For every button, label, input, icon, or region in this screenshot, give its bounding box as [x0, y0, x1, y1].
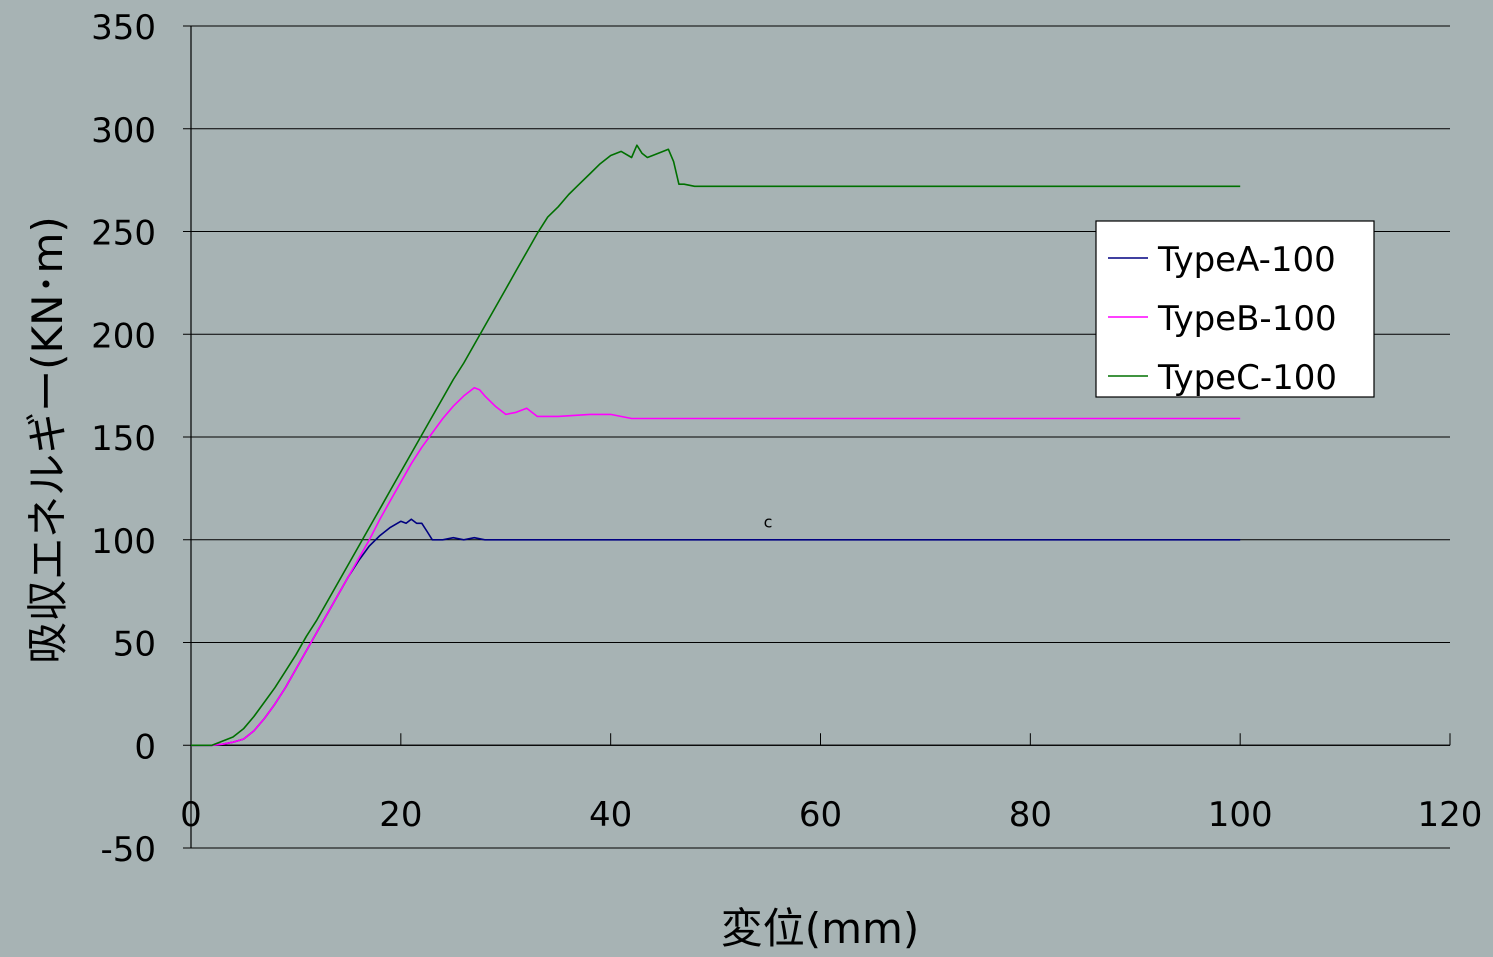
x-tick-label: 0: [180, 795, 202, 835]
y-axis-title: 吸収エネルギー(KN･m): [23, 216, 72, 664]
y-tick-label: 50: [113, 625, 156, 665]
y-tick-label: 350: [91, 8, 156, 48]
y-tick-label: 150: [91, 419, 156, 459]
x-tick-label: 40: [589, 795, 632, 835]
annotations: c: [764, 512, 773, 531]
series-lines: [191, 144, 1241, 747]
axes: -50 0 50 100 150 200 250 300 350 0 20 40 60 80 100 120: [91, 8, 1482, 870]
legend-label: TypeB-100: [1157, 299, 1337, 339]
y-tick-label: 0: [134, 727, 156, 767]
y-tick-label: 250: [91, 214, 156, 254]
x-axis-title: 変位(mm): [721, 904, 920, 953]
y-tick-label: 200: [91, 316, 156, 356]
y-tick-label: 300: [91, 111, 156, 151]
x-tick-label: 80: [1009, 795, 1052, 835]
chart-annotation: c: [764, 512, 773, 531]
x-tick-label: 100: [1208, 795, 1273, 835]
x-tick-label: 60: [799, 795, 842, 835]
legend-box: [1095, 220, 1375, 398]
series-line-typec-100: [191, 144, 1241, 747]
y-tick-label: -50: [100, 830, 156, 870]
legend: TypeA-100 TypeB-100 TypeC-100: [1095, 220, 1375, 398]
y-tick-label: 100: [91, 522, 156, 562]
legend-label: TypeA-100: [1157, 240, 1336, 280]
legend-label: TypeC-100: [1157, 358, 1337, 398]
series-line-typeb-100: [191, 386, 1241, 747]
x-tick-label: 120: [1418, 795, 1483, 835]
x-tick-label: 20: [379, 795, 422, 835]
